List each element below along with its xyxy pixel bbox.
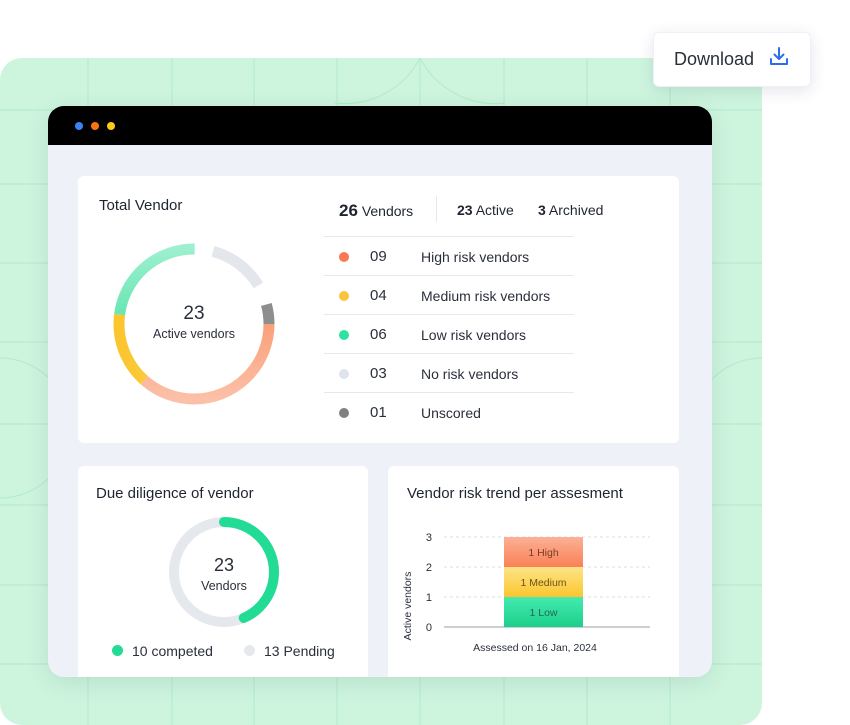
archived-count: 3: [538, 202, 546, 218]
y-tick-label: 1: [426, 592, 432, 604]
risk-count: 06: [370, 326, 387, 343]
medium-risk-dot: [339, 291, 349, 301]
total-vendor-card: Total Vendor: [78, 176, 679, 443]
y-axis-title: Active vendors: [402, 572, 414, 641]
active-stat: 23 Active: [457, 202, 514, 218]
bar-segment-medium: [504, 567, 583, 597]
download-button[interactable]: Download: [653, 32, 811, 87]
donut-segment-high: [113, 243, 275, 405]
bar-label-high: 1 High: [528, 547, 559, 559]
risk-row-unscored: 01 Unscored: [324, 392, 574, 432]
low-risk-dot: [339, 330, 349, 340]
risk-row-high: 09 High risk vendors: [324, 236, 574, 276]
y-tick-label: 0: [426, 622, 432, 634]
total-vendor-center: 23 Active vendors: [138, 303, 250, 341]
donut-segment-low: [113, 243, 275, 405]
risk-count: 01: [370, 404, 387, 421]
vendors-count: 26: [339, 201, 358, 220]
window-dot-blue: [75, 122, 83, 130]
risk-label: No risk vendors: [421, 366, 519, 382]
due-diligence-center: 23 Vendors: [167, 555, 281, 593]
pending-legend-dot: [244, 645, 255, 656]
stats-divider: [436, 196, 437, 222]
bar-segment-low: [504, 597, 583, 627]
due-diligence-center-value: 23: [213, 555, 235, 575]
high-risk-dot: [339, 252, 349, 262]
archived-label: Archived: [548, 202, 604, 218]
completed-legend-label: 10 competed: [132, 643, 213, 659]
total-vendor-donut: [113, 243, 275, 405]
total-vendor-center-value: 23: [183, 303, 205, 324]
risk-label: Medium risk vendors: [421, 288, 551, 304]
risk-label: Low risk vendors: [421, 327, 527, 343]
completed-legend-dot: [112, 645, 123, 656]
download-button-label: Download: [673, 49, 755, 69]
risk-trend-title: Vendor risk trend per assesment: [407, 485, 623, 502]
archived-stat: 3 Archived: [538, 202, 603, 218]
risk-count: 03: [370, 365, 387, 382]
risk-count: 04: [370, 287, 387, 304]
vendors-total-stat: 26 Vendors: [339, 201, 413, 221]
y-tick-label: 2: [426, 562, 432, 574]
due-diligence-card: Due diligence of vendor 23 Vendors 10 co…: [78, 466, 368, 677]
pending-legend-label: 13 Pending: [264, 643, 335, 659]
download-icon: [768, 46, 790, 73]
due-diligence-title: Due diligence of vendor: [96, 485, 254, 502]
total-vendor-title: Total Vendor: [99, 197, 183, 214]
risk-row-none: 03 No risk vendors: [324, 353, 574, 393]
risk-count: 09: [370, 248, 387, 265]
risk-label: High risk vendors: [421, 249, 530, 265]
risk-row-low: 06 Low risk vendors: [324, 314, 574, 354]
bar-label-low: 1 Low: [529, 607, 557, 619]
active-count: 23: [457, 202, 473, 218]
window-titlebar: [48, 106, 712, 145]
x-category-label: Assessed on 16 Jan, 2024: [473, 642, 597, 654]
window-dot-orange: [91, 122, 99, 130]
donut-segment-medium: [113, 243, 275, 405]
unscored-dot: [339, 408, 349, 418]
app-window: Total Vendor: [48, 106, 712, 677]
due-diligence-donut: [169, 517, 279, 627]
no-risk-dot: [339, 369, 349, 379]
risk-trend-card: Vendor risk trend per assesment Active v…: [388, 466, 679, 677]
active-label: Active: [475, 202, 514, 218]
total-vendor-center-label: Active vendors: [153, 327, 235, 341]
due-diligence-center-label: Vendors: [201, 579, 247, 593]
bar-segment-high: [504, 537, 583, 567]
completed-arc: [169, 517, 279, 627]
vendors-label: Vendors: [361, 203, 414, 219]
y-tick-label: 3: [426, 532, 432, 544]
risk-row-medium: 04 Medium risk vendors: [324, 275, 574, 315]
window-dot-yellow: [107, 122, 115, 130]
risk-label: Unscored: [421, 405, 481, 421]
bar-label-medium: 1 Medium: [520, 577, 566, 589]
